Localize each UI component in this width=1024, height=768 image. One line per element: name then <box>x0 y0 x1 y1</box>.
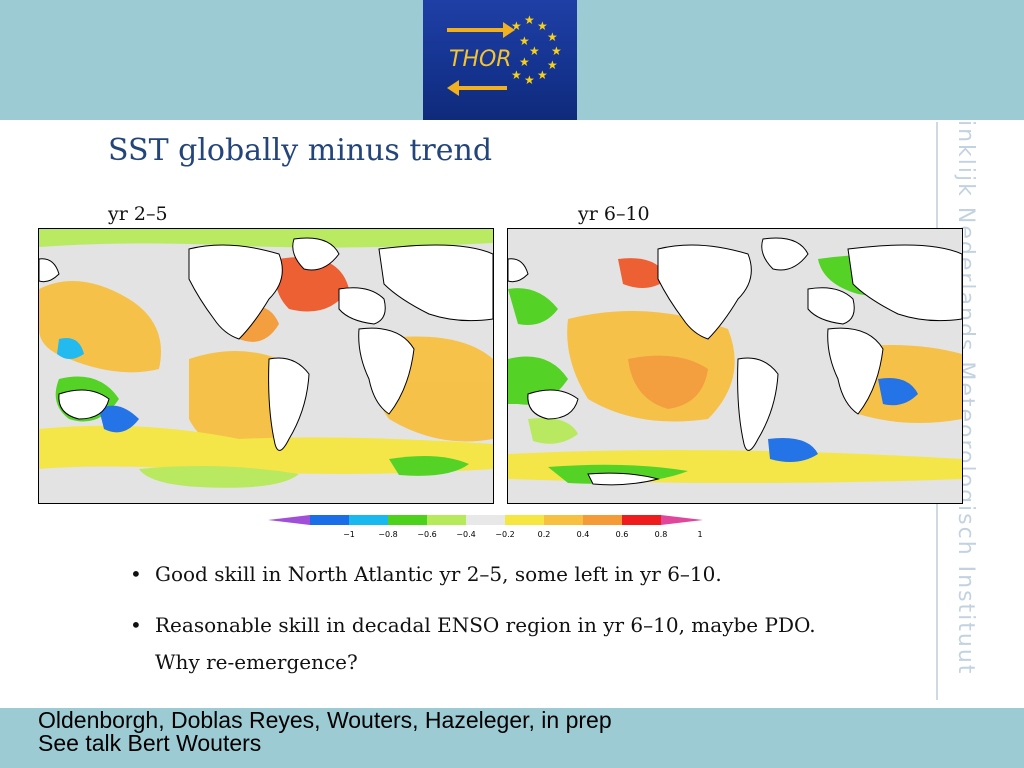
svg-text:★: ★ <box>524 13 535 27</box>
colorbar-tick-label: −0.4 <box>456 530 475 539</box>
panel-label-left: yr 2–5 <box>108 203 168 225</box>
svg-text:★: ★ <box>537 19 548 33</box>
svg-text:★: ★ <box>524 73 535 87</box>
colorbar-bin <box>544 515 583 525</box>
colorbar-bin <box>427 515 466 525</box>
bullet-list: • Good skill in North Atlantic yr 2–5, s… <box>130 556 816 695</box>
colorbar-graphic: −1 −0.8 −0.6 −0.4 −0.2 0.2 0.4 0.6 0.8 1 <box>268 515 703 539</box>
colorbar-tick-label: 0.6 <box>616 530 629 539</box>
footer-band <box>0 708 1024 768</box>
svg-text:★: ★ <box>551 44 562 58</box>
thor-logo-graphic: ★ ★ ★ ★★★ ★★★ ★★★ <box>447 13 562 96</box>
talk-reference: See talk Bert Wouters <box>38 730 262 756</box>
sst-map-yr6-10 <box>507 228 963 504</box>
svg-text:★: ★ <box>519 55 530 69</box>
bullet-text-continued: Why re-emergence? <box>155 650 358 674</box>
colorbar-bin <box>310 515 349 525</box>
colorbar: −1 −0.8 −0.6 −0.4 −0.2 0.2 0.4 0.6 0.8 1 <box>268 513 738 545</box>
colorbar-bin <box>505 515 544 525</box>
bullet-text: Good skill in North Atlantic yr 2–5, som… <box>155 562 722 586</box>
bullet-dot: • <box>130 562 142 586</box>
svg-text:★: ★ <box>547 58 558 72</box>
colorbar-bin <box>466 515 505 525</box>
svg-text:★: ★ <box>511 68 522 82</box>
svg-text:★: ★ <box>529 44 540 58</box>
svg-text:★: ★ <box>519 34 530 48</box>
colorbar-bin <box>349 515 388 525</box>
slide-title: SST globally minus trend <box>108 133 493 168</box>
colorbar-tick-label: 0.4 <box>577 530 590 539</box>
colorbar-bin <box>388 515 427 525</box>
colorbar-extend-high <box>661 515 703 525</box>
colorbar-tick-label: 1 <box>697 530 702 539</box>
bullet-text: Reasonable skill in decadal ENSO region … <box>155 613 816 637</box>
colorbar-bin <box>583 515 622 525</box>
logo-wordmark: THOR <box>449 47 512 72</box>
colorbar-tick-label: −1 <box>343 530 355 539</box>
bullet-item: • Good skill in North Atlantic yr 2–5, s… <box>130 556 816 593</box>
thor-logo: ★ ★ ★ ★ ★ ★ ★ ★ ★ ★ ★ ★ THOR <box>423 0 577 120</box>
colorbar-bin <box>622 515 661 525</box>
svg-text:★: ★ <box>537 68 548 82</box>
svg-text:★: ★ <box>511 19 522 33</box>
citation-line: Oldenborgh, Doblas Reyes, Wouters, Hazel… <box>38 707 612 733</box>
colorbar-extend-low <box>268 515 310 525</box>
panel-label-right: yr 6–10 <box>578 203 650 225</box>
colorbar-tick-label: −0.2 <box>495 530 514 539</box>
colorbar-tick-label: 0.8 <box>655 530 668 539</box>
colorbar-tick-label: −0.8 <box>378 530 397 539</box>
svg-text:★: ★ <box>547 30 558 44</box>
sst-map-yr2-5 <box>38 228 494 504</box>
colorbar-tick-label: −0.6 <box>417 530 436 539</box>
bullet-item: • Reasonable skill in decadal ENSO regio… <box>130 607 816 681</box>
bullet-dot: • <box>130 613 142 637</box>
colorbar-tick-label: 0.2 <box>538 530 551 539</box>
